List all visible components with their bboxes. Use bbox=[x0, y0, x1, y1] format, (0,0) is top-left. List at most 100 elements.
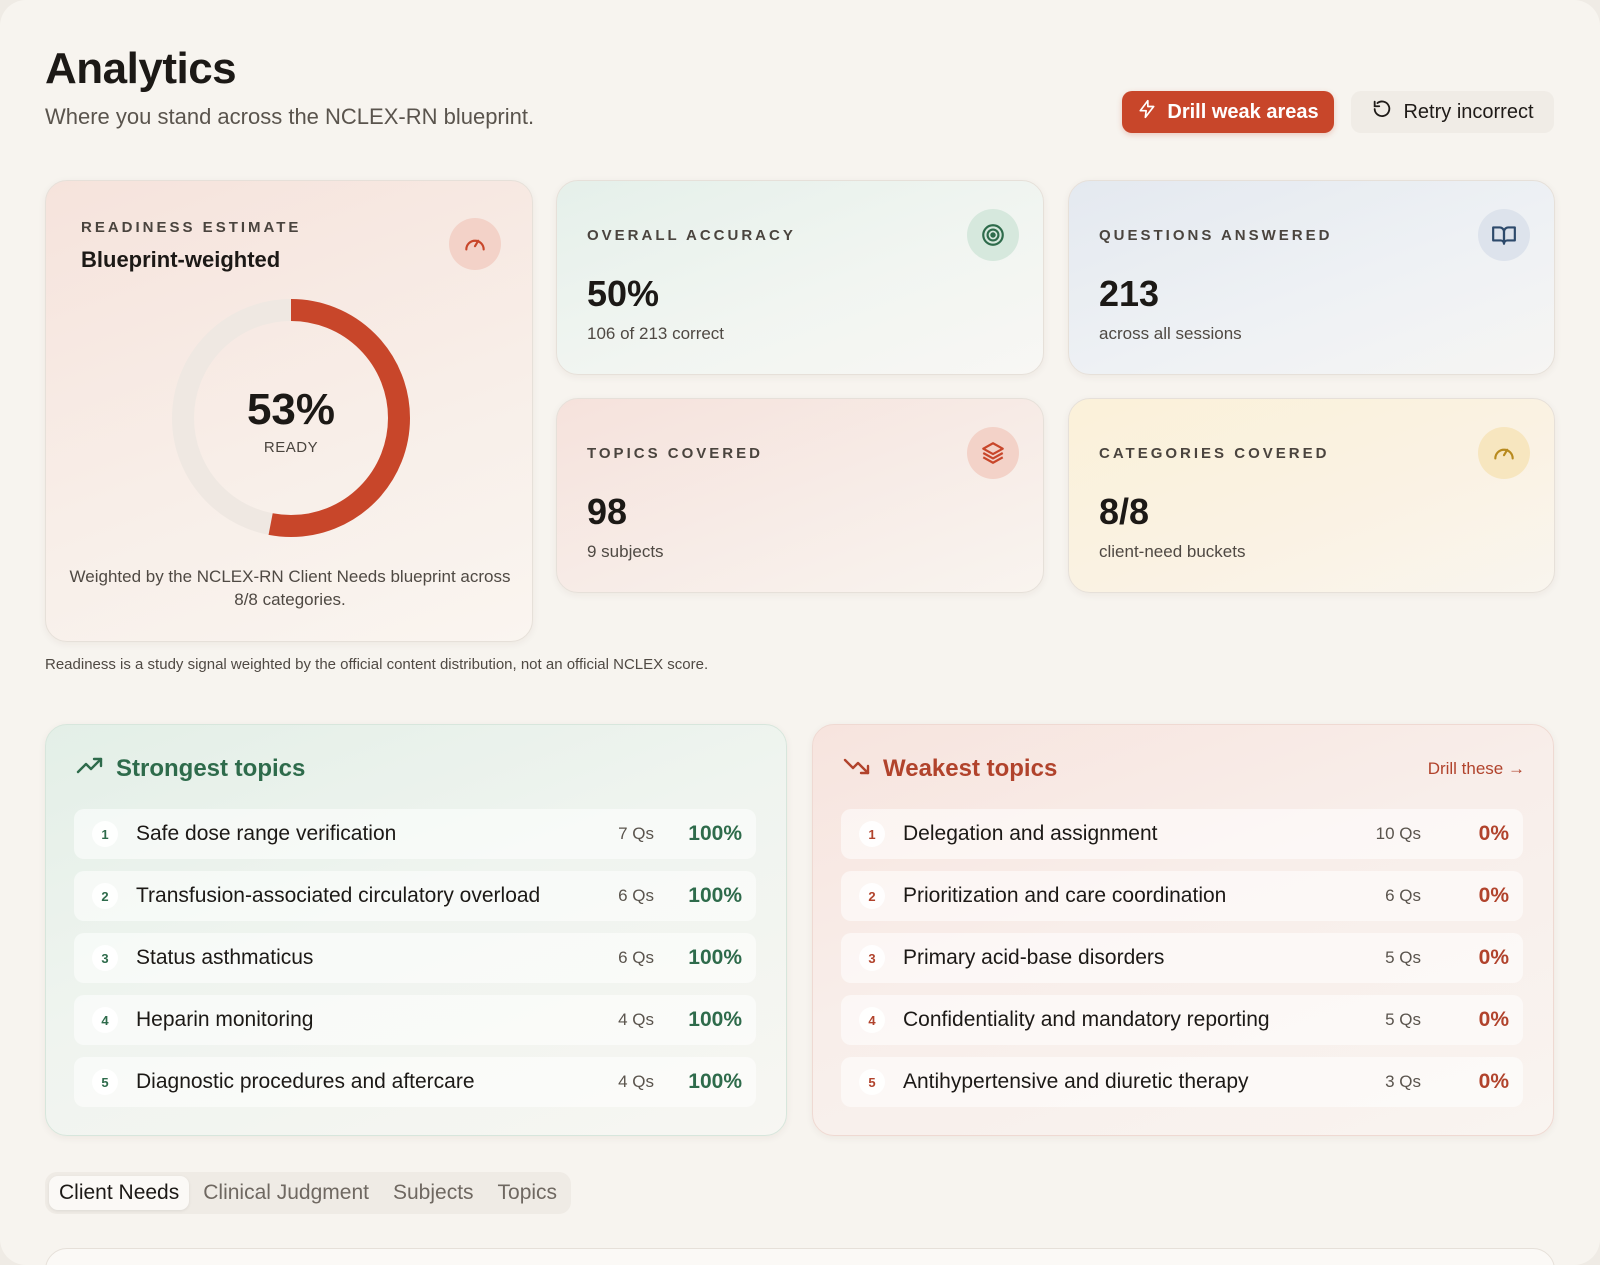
readiness-ring: 53% READY bbox=[166, 293, 416, 543]
readiness-kicker: READINESS ESTIMATE bbox=[81, 219, 302, 236]
drill-weak-areas-label: Drill weak areas bbox=[1167, 100, 1319, 123]
list-item[interactable]: 1 Safe dose range verification 7 Qs 100% bbox=[74, 809, 756, 859]
question-count: 4 Qs bbox=[618, 1010, 654, 1029]
questions-answered-card: QUESTIONS ANSWERED 213 across all sessio… bbox=[1068, 180, 1555, 375]
tab-clinical-judgment[interactable]: Clinical Judgment bbox=[203, 1181, 369, 1204]
trending-down-icon bbox=[843, 755, 871, 783]
book-icon bbox=[1478, 209, 1530, 261]
drill-these-link[interactable]: Drill these → bbox=[1427, 759, 1525, 778]
accuracy-value: 50% bbox=[587, 273, 660, 314]
question-count: 10 Qs bbox=[1375, 824, 1421, 843]
readiness-subtitle: Blueprint-weighted bbox=[81, 247, 281, 272]
ring-progress bbox=[172, 299, 410, 537]
categories-detail: client-need buckets bbox=[1099, 542, 1246, 561]
topic-percent: 0% bbox=[1478, 946, 1509, 969]
question-count: 3 Qs bbox=[1385, 1072, 1421, 1091]
rank-badge: 4 bbox=[859, 1007, 885, 1033]
accuracy-detail: 106 of 213 correct bbox=[587, 324, 725, 343]
list-item[interactable]: 5 Diagnostic procedures and aftercare 4 … bbox=[74, 1057, 756, 1107]
readiness-label: READY bbox=[263, 439, 319, 456]
lightning-icon bbox=[1137, 99, 1157, 125]
rank-badge: 4 bbox=[92, 1007, 118, 1033]
topic-name: Antihypertensive and diuretic therapy bbox=[903, 1070, 1249, 1093]
topic-percent: 0% bbox=[1478, 1070, 1509, 1093]
topic-name: Primary acid-base disorders bbox=[903, 946, 1165, 969]
question-count: 5 Qs bbox=[1385, 1010, 1421, 1029]
strongest-topics-title: Strongest topics bbox=[116, 755, 306, 782]
answered-kicker: QUESTIONS ANSWERED bbox=[1099, 227, 1333, 244]
topic-percent: 100% bbox=[688, 822, 742, 845]
topic-name: Status asthmaticus bbox=[136, 946, 314, 969]
categories-value: 8/8 bbox=[1099, 491, 1150, 532]
rotate-ccw-icon bbox=[1371, 98, 1393, 126]
gauge-icon bbox=[449, 218, 501, 270]
page-subtitle: Where you stand across the NCLEX-RN blue… bbox=[45, 104, 535, 129]
topic-name: Diagnostic procedures and aftercare bbox=[136, 1070, 475, 1093]
strongest-topics-header: Strongest topics bbox=[76, 755, 305, 783]
breakdown-panel bbox=[45, 1248, 1555, 1265]
list-item[interactable]: 4 Confidentiality and mandatory reportin… bbox=[841, 995, 1523, 1045]
readiness-disclaimer: Readiness is a study signal weighted by … bbox=[45, 656, 709, 673]
list-item[interactable]: 3 Primary acid-base disorders 5 Qs 0% bbox=[841, 933, 1523, 983]
topic-percent: 0% bbox=[1478, 1008, 1509, 1031]
topics-kicker: TOPICS COVERED bbox=[587, 445, 763, 462]
topic-name: Prioritization and care coordination bbox=[903, 884, 1227, 907]
strongest-topics-card: Strongest topics 1 Safe dose range verif… bbox=[45, 724, 787, 1136]
question-count: 6 Qs bbox=[618, 886, 654, 905]
drill-weak-areas-button[interactable]: Drill weak areas bbox=[1122, 91, 1334, 133]
question-count: 5 Qs bbox=[1385, 948, 1421, 967]
topic-name: Delegation and assignment bbox=[903, 822, 1158, 845]
overall-accuracy-card: OVERALL ACCURACY 50% 106 of 213 correct bbox=[556, 180, 1044, 375]
question-count: 7 Qs bbox=[618, 824, 654, 843]
question-count: 6 Qs bbox=[618, 948, 654, 967]
rank-badge: 1 bbox=[92, 821, 118, 847]
topics-value: 98 bbox=[587, 491, 628, 532]
readiness-value: 53% bbox=[246, 385, 336, 434]
rank-badge: 5 bbox=[859, 1069, 885, 1095]
categories-covered-card: CATEGORIES COVERED 8/8 client-need bucke… bbox=[1068, 398, 1555, 593]
topic-name: Transfusion-associated circulatory overl… bbox=[136, 884, 541, 907]
list-item[interactable]: 3 Status asthmaticus 6 Qs 100% bbox=[74, 933, 756, 983]
retry-incorrect-button[interactable]: Retry incorrect bbox=[1351, 91, 1554, 133]
topic-percent: 0% bbox=[1478, 884, 1509, 907]
list-item[interactable]: 2 Transfusion-associated circulatory ove… bbox=[74, 871, 756, 921]
topic-name: Confidentiality and mandatory reporting bbox=[903, 1008, 1270, 1031]
list-item[interactable]: 4 Heparin monitoring 4 Qs 100% bbox=[74, 995, 756, 1045]
readiness-card: READINESS ESTIMATE Blueprint-weighted 53… bbox=[45, 180, 533, 642]
weakest-topics-title: Weakest topics bbox=[883, 755, 1058, 782]
readiness-footnote: Weighted by the NCLEX-RN Client Needs bl… bbox=[69, 567, 511, 609]
topic-percent: 100% bbox=[688, 884, 742, 907]
weakest-topics-list: 1 Delegation and assignment 10 Qs 0% 2 P… bbox=[841, 809, 1523, 1119]
topic-percent: 100% bbox=[688, 946, 742, 969]
topics-covered-card: TOPICS COVERED 98 9 subjects bbox=[556, 398, 1044, 593]
topic-name: Safe dose range verification bbox=[136, 822, 397, 845]
rank-badge: 3 bbox=[859, 945, 885, 971]
tab-topics[interactable]: Topics bbox=[497, 1181, 558, 1204]
topics-detail: 9 subjects bbox=[587, 542, 664, 561]
topic-percent: 0% bbox=[1478, 822, 1509, 845]
tab-subjects[interactable]: Subjects bbox=[392, 1181, 474, 1204]
question-count: 4 Qs bbox=[618, 1072, 654, 1091]
categories-kicker: CATEGORIES COVERED bbox=[1099, 445, 1330, 462]
rank-badge: 1 bbox=[859, 821, 885, 847]
list-item[interactable]: 2 Prioritization and care coordination 6… bbox=[841, 871, 1523, 921]
list-item[interactable]: 5 Antihypertensive and diuretic therapy … bbox=[841, 1057, 1523, 1107]
retry-incorrect-label: Retry incorrect bbox=[1403, 100, 1534, 123]
rank-badge: 2 bbox=[92, 883, 118, 909]
rank-badge: 2 bbox=[859, 883, 885, 909]
answered-detail: across all sessions bbox=[1099, 324, 1242, 343]
accuracy-kicker: OVERALL ACCURACY bbox=[587, 227, 796, 244]
breakdown-tabs: Client Needs Clinical Judgment Subjects … bbox=[45, 1172, 572, 1214]
weakest-topics-header: Weakest topics bbox=[843, 755, 1057, 783]
weakest-topics-card: Weakest topics Drill these → 1 Delegatio… bbox=[812, 724, 1554, 1136]
list-item[interactable]: 1 Delegation and assignment 10 Qs 0% bbox=[841, 809, 1523, 859]
topic-name: Heparin monitoring bbox=[136, 1008, 314, 1031]
target-icon bbox=[967, 209, 1019, 261]
tab-client-needs[interactable]: Client Needs bbox=[49, 1176, 190, 1210]
page-title: Analytics bbox=[45, 44, 237, 93]
rank-badge: 3 bbox=[92, 945, 118, 971]
layers-icon bbox=[967, 427, 1019, 479]
rank-badge: 5 bbox=[92, 1069, 118, 1095]
topic-percent: 100% bbox=[688, 1070, 742, 1093]
